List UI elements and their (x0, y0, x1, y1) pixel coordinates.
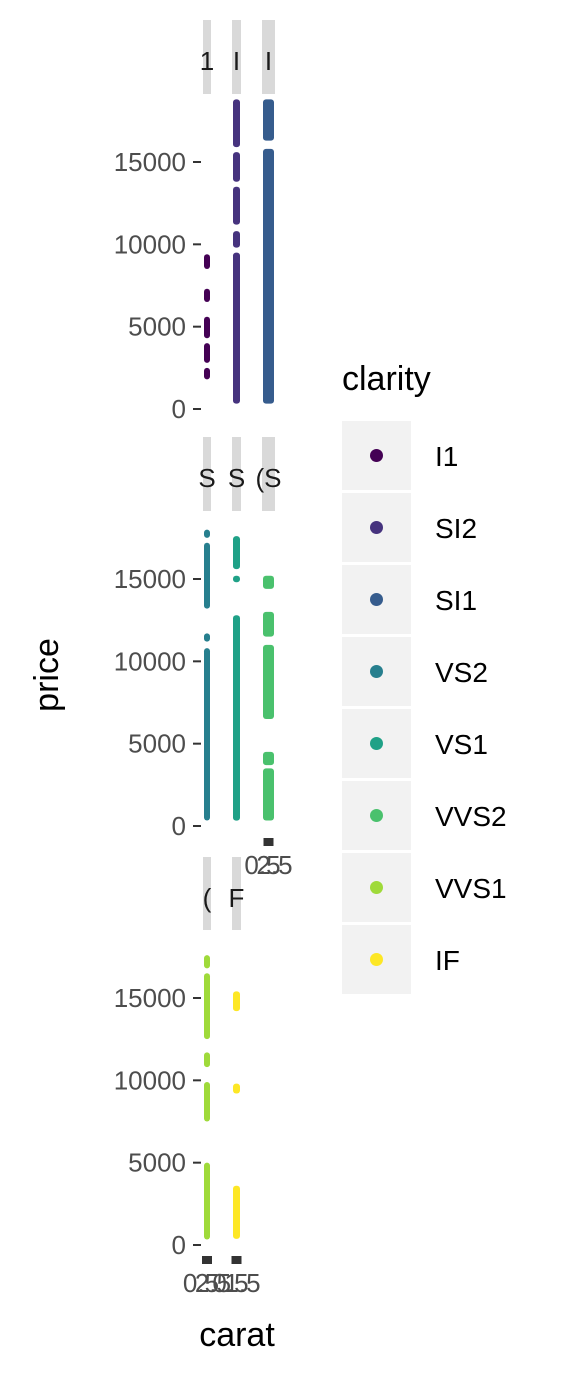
scatter-points-vvs2 (263, 644, 274, 719)
legend-label: IF (435, 945, 460, 976)
facet-strip-label: S (198, 463, 215, 493)
scatter-points-vvs1 (204, 1162, 210, 1240)
scatter-points-if (233, 1083, 240, 1094)
legend-swatch-vvs1 (370, 881, 383, 894)
legend-label: VVS1 (435, 873, 507, 904)
facet-strip-vvs2 (262, 437, 275, 511)
scatter-points-vvs2 (263, 751, 274, 766)
facet-strip-if (232, 857, 241, 930)
legend: clarity I1 SI2 SI1 VS2 VS1 VVS2 VVS1 IF (342, 360, 507, 994)
legend-swatch-i1 (370, 449, 383, 462)
legend-swatch-vvs2 (370, 809, 383, 822)
scatter-points-if (233, 1185, 240, 1239)
x-tick-label: 0.5 (244, 850, 280, 880)
x-tick-label: 2.5 (256, 850, 292, 880)
y-tick-label: 0 (172, 811, 186, 841)
facet-strip-vvs1 (203, 857, 211, 930)
scatter-points-i1 (204, 367, 210, 380)
legend-label: VS2 (435, 657, 488, 688)
scatter-points-if (233, 991, 240, 1012)
y-tick-label: 5000 (128, 312, 186, 342)
y-tick-label: 10000 (114, 229, 186, 259)
scatter-points-vvs2 (263, 768, 274, 821)
legend-label: SI2 (435, 513, 477, 544)
scatter-points-si2 (233, 252, 240, 404)
y-tick-label: 5000 (128, 1148, 186, 1178)
scatter-points-vvs1 (204, 973, 210, 1040)
legend-swatch-si2 (370, 521, 383, 534)
y-tick-label: 15000 (114, 564, 186, 594)
facet-strip-label: 1 (200, 46, 214, 76)
facet-strip-label: I (265, 46, 272, 76)
x-tick-label: 2.5 (195, 1268, 231, 1298)
legend-label: SI1 (435, 585, 477, 616)
scatter-points-vs1 (233, 536, 240, 570)
scatter-points-si2 (233, 186, 240, 225)
scatter-points-si2 (233, 152, 240, 182)
facet-strip-vs1 (232, 437, 241, 511)
x-tick-mark (202, 1256, 212, 1264)
legend-swatch-vs1 (370, 737, 383, 750)
legend-label: VVS2 (435, 801, 507, 832)
x-tick-label: 0.5 (183, 1268, 219, 1298)
facet-strip-si1 (262, 20, 275, 94)
scatter-points-i1 (204, 288, 210, 302)
scatter-points-vs2 (204, 542, 210, 609)
scatter-points-vvs1 (204, 1052, 210, 1068)
scatter-points-i1 (204, 316, 210, 339)
scatter-points-vs2 (204, 648, 210, 821)
legend-swatch-vs2 (370, 665, 383, 678)
scatter-points-vvs2 (263, 611, 274, 637)
scatter-points-vs2 (204, 633, 210, 642)
y-tick-label: 10000 (114, 646, 186, 676)
legend-label: I1 (435, 441, 458, 472)
scatter-points-si1 (263, 99, 274, 141)
facet-strip-label: F (229, 883, 245, 913)
facet-strip-vs2 (203, 437, 211, 511)
scatter-points-vs1 (233, 575, 240, 583)
x-tick-mark (263, 838, 274, 846)
y-tick-label: 0 (172, 394, 186, 424)
scatter-points-si2 (233, 231, 240, 248)
legend-title: clarity (342, 360, 431, 398)
facet-strip-label: ( (203, 883, 212, 913)
x-tick-label: 1.5 (224, 1268, 260, 1298)
scatter-points-i1 (204, 254, 210, 270)
scatter-points-i1 (204, 343, 210, 363)
y-tick-label: 15000 (114, 983, 186, 1013)
facet-strip-label: (S (256, 463, 282, 493)
x-axis-title: carat (199, 1316, 275, 1354)
y-tick-label: 10000 (114, 1065, 186, 1095)
y-axis-title: price (28, 638, 66, 712)
legend-swatch-if (370, 953, 383, 966)
y-tick-label: 0 (172, 1230, 186, 1260)
scatter-points-vs1 (233, 615, 240, 821)
y-tick-label: 15000 (114, 147, 186, 177)
scatter-points-vs2 (204, 529, 210, 538)
facet-strip-si2 (232, 20, 241, 94)
scatter-points-si1 (263, 148, 274, 404)
legend-swatch-si1 (370, 593, 383, 606)
scatter-points-vvs2 (263, 575, 274, 589)
x-tick-mark (231, 1256, 242, 1264)
y-tick-label: 5000 (128, 729, 186, 759)
legend-label: VS1 (435, 729, 488, 760)
facet-strip-label: S (228, 463, 245, 493)
scatter-points-si2 (233, 99, 240, 148)
facet-panels: 0 5000 10000 15000 0 5000 10000 15000 0 5000 10000… (114, 20, 293, 1298)
facet-strip-i1 (203, 20, 211, 94)
scatter-points-vvs1 (204, 1081, 210, 1122)
x-tick-label: 0.5 (212, 1268, 248, 1298)
scatter-points-vvs1 (204, 955, 210, 969)
facet-strip-label: I (233, 46, 240, 76)
